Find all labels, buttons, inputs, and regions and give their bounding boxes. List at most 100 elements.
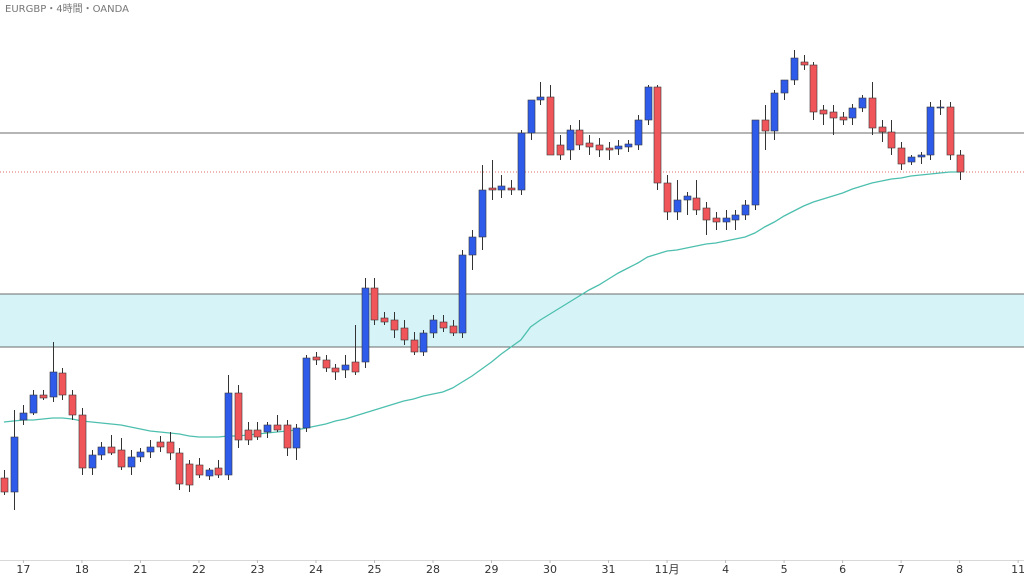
candle-body <box>146 446 155 453</box>
candle-body <box>926 106 935 156</box>
x-tick-label: 24 <box>309 563 323 576</box>
candle-body <box>351 361 360 373</box>
x-tick-label: 17 <box>16 563 30 576</box>
candle-body <box>546 96 555 156</box>
candle-body <box>370 287 379 321</box>
candle-body <box>683 195 692 201</box>
candle-body <box>478 189 487 238</box>
candle-body <box>88 454 97 469</box>
candle-body <box>468 236 477 256</box>
candle-body <box>29 394 38 414</box>
candle-body <box>390 319 399 331</box>
candle-body <box>673 199 682 213</box>
candle-body <box>488 187 497 191</box>
candle-body <box>624 143 633 148</box>
candle-body <box>897 147 906 165</box>
candle-body <box>858 97 867 109</box>
candle-body <box>907 156 916 163</box>
candle-body <box>458 254 467 334</box>
plot-area <box>0 50 1024 510</box>
candle-body <box>819 109 828 115</box>
candle-body <box>224 392 233 476</box>
x-tick-label: 28 <box>426 563 440 576</box>
candle-body <box>68 394 77 416</box>
candle-body <box>566 129 575 151</box>
x-tick-label: 25 <box>367 563 381 576</box>
candle-body <box>253 429 262 438</box>
candle-body <box>829 111 838 119</box>
candle-body <box>780 79 789 94</box>
candle-body <box>58 372 67 396</box>
candle-body <box>410 339 419 353</box>
candle-body <box>263 424 272 433</box>
candle-body <box>800 61 809 66</box>
x-tick-label: 31 <box>602 563 616 576</box>
candle-body <box>185 463 194 486</box>
candle-body <box>273 424 282 431</box>
candle-body <box>166 441 175 454</box>
candle-body <box>175 452 184 485</box>
candle-body <box>722 217 731 223</box>
candle-body <box>0 477 9 493</box>
candle-body <box>380 317 389 323</box>
candle-body <box>195 464 204 476</box>
candle-body <box>770 92 779 132</box>
candle-body <box>322 359 331 369</box>
candle-body <box>887 131 896 149</box>
candle-body <box>614 145 623 150</box>
candle-body <box>868 97 877 129</box>
candle-body <box>663 182 672 213</box>
candle-body <box>429 319 438 334</box>
candle-body <box>761 119 770 132</box>
candle-body <box>497 185 506 191</box>
candle-body <box>517 132 526 191</box>
candle-body <box>97 446 106 456</box>
chart-title: EURGBP・4時間・OANDA <box>5 3 129 15</box>
x-tick-label: 6 <box>839 563 846 576</box>
candle-body <box>839 116 848 121</box>
candle-body <box>712 217 721 223</box>
candle-body <box>595 144 604 151</box>
candle-body <box>644 86 653 121</box>
candle-body <box>244 429 253 441</box>
candle-body <box>19 412 28 421</box>
candle-body <box>312 356 321 361</box>
x-tick-label: 18 <box>75 563 89 576</box>
candle-body <box>809 64 818 113</box>
zone <box>0 294 1024 347</box>
candle-body <box>936 106 945 109</box>
x-tick-label: 8 <box>956 563 963 576</box>
x-tick-label: 23 <box>250 563 264 576</box>
candle-body <box>341 364 350 371</box>
candle-body <box>10 436 19 493</box>
candle-body <box>234 392 243 441</box>
candle-body <box>49 371 58 398</box>
candle-body <box>283 424 292 449</box>
candle-body <box>117 449 126 468</box>
candle-body <box>536 96 545 101</box>
candle-body <box>653 86 662 184</box>
candle-body <box>419 332 428 353</box>
candle-body <box>575 129 584 146</box>
candle-body <box>361 287 370 363</box>
candle-body <box>741 204 750 216</box>
candle-body <box>136 451 145 458</box>
x-tick-label: 5 <box>781 563 788 576</box>
candle-body <box>848 107 857 119</box>
x-tick-label: 22 <box>192 563 206 576</box>
candle-body <box>585 142 594 148</box>
candle-body <box>127 456 136 468</box>
candle-body <box>751 119 760 206</box>
candle-body <box>556 144 565 156</box>
candle-body <box>702 207 711 221</box>
candle-body <box>449 325 458 334</box>
candle-body <box>917 154 926 158</box>
candle-body <box>946 106 955 156</box>
candle-body <box>107 446 116 454</box>
x-tick-label: 29 <box>485 563 499 576</box>
moving-average <box>3 171 960 438</box>
candle-body <box>878 126 887 133</box>
